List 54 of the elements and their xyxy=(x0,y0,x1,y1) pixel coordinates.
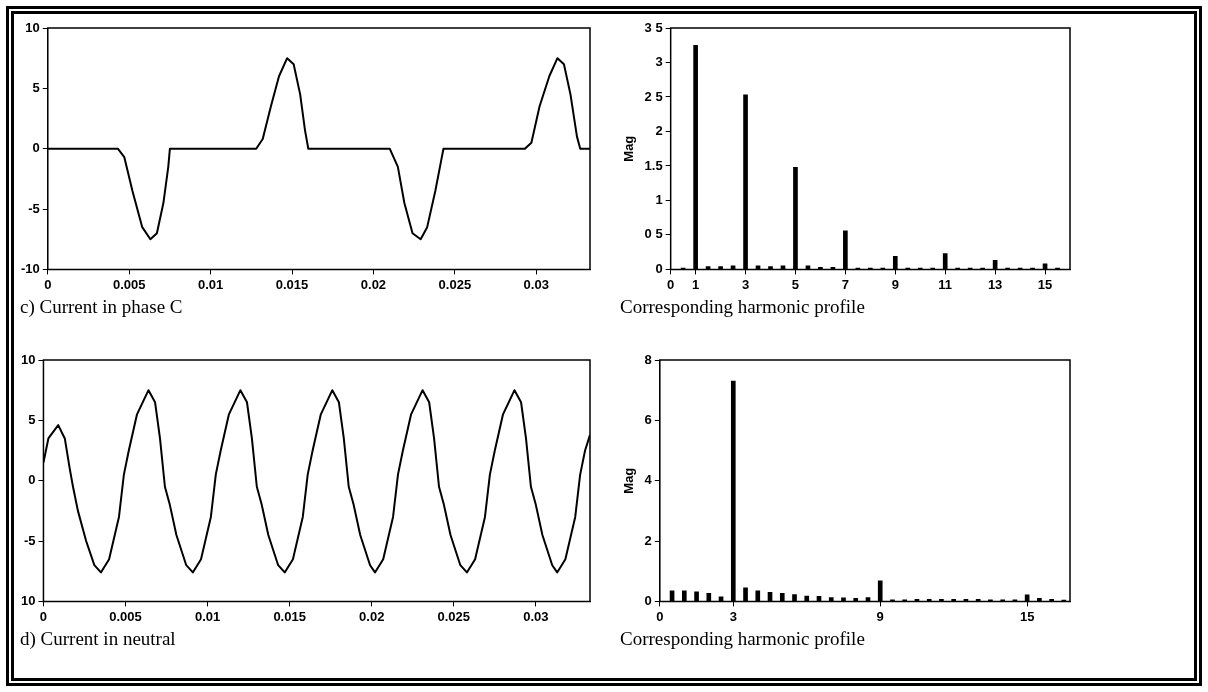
y-tick-label: 0 xyxy=(655,260,663,276)
y-tick-label: 3 5 xyxy=(644,19,663,35)
y-axis-title: Mag xyxy=(621,135,637,162)
x-tick-label: 0.005 xyxy=(112,276,146,292)
x-tick-label: 11 xyxy=(938,276,953,292)
x-tick-label: 13 xyxy=(987,276,1003,292)
y-tick-label: 10 xyxy=(20,351,36,367)
x-tick-label: 0.015 xyxy=(275,276,309,292)
x-tick-label: 1 xyxy=(692,276,700,292)
x-tick-label: 0 xyxy=(667,276,675,292)
x-tick-label: 0.02 xyxy=(359,608,385,624)
y-tick-label: 6 xyxy=(644,411,652,427)
text: d) Current in neutral xyxy=(20,628,177,650)
y-tick-label: -5 xyxy=(23,532,36,548)
x-tick-label: 7 xyxy=(841,276,849,292)
y-tick-label: 5 xyxy=(28,411,36,427)
y-tick-label: 2 5 xyxy=(644,88,663,104)
y-tick-label: 1 xyxy=(655,192,663,208)
x-tick-label: 0 xyxy=(44,276,52,292)
y-tick-label: 8 xyxy=(644,351,652,367)
x-tick-label: 0.005 xyxy=(109,608,142,624)
x-tick-label: 0.01 xyxy=(197,276,224,292)
x-tick-label: 3 xyxy=(729,608,737,624)
y-tick-label: 0 5 xyxy=(644,226,663,242)
y-tick-label: 10 xyxy=(20,592,36,608)
y-tick-label: 5 xyxy=(32,79,40,95)
text: c) Current in phase C xyxy=(20,296,184,318)
y-tick-label: 3 xyxy=(655,54,663,70)
y-tick-label: 0 xyxy=(28,472,36,488)
x-tick-label: 0.01 xyxy=(194,608,221,624)
x-tick-label: 9 xyxy=(891,276,899,292)
x-tick-label: 0.025 xyxy=(437,608,471,624)
text: Corresponding harmonic profile xyxy=(620,628,866,650)
y-tick-label: 10 xyxy=(25,19,40,35)
x-tick-label: 0.03 xyxy=(523,276,549,292)
x-tick-label: 0.02 xyxy=(360,276,387,292)
y-tick-label: 2 xyxy=(644,532,652,548)
y-tick-label: 0 xyxy=(644,592,652,608)
x-tick-label: 15 xyxy=(1037,276,1053,292)
x-tick-label: 0.025 xyxy=(438,276,472,292)
text: Corresponding harmonic profile xyxy=(620,296,866,318)
x-tick-label: 9 xyxy=(876,608,884,624)
x-tick-label: 0.03 xyxy=(523,608,549,624)
y-tick-label: 2 xyxy=(655,123,663,139)
y-axis-title: Mag xyxy=(621,467,637,494)
y-tick-label: -5 xyxy=(28,200,40,216)
x-tick-label: 3 xyxy=(741,276,750,292)
x-tick-label: 15 xyxy=(1019,608,1035,624)
x-tick-label: 0.015 xyxy=(273,608,306,624)
y-tick-label: 4 xyxy=(644,472,653,488)
x-tick-label: 5 xyxy=(791,276,800,292)
y-tick-label: 0 xyxy=(32,140,40,156)
y-tick-label: -10 xyxy=(20,260,40,276)
y-tick-label: 1.5 xyxy=(644,157,663,173)
